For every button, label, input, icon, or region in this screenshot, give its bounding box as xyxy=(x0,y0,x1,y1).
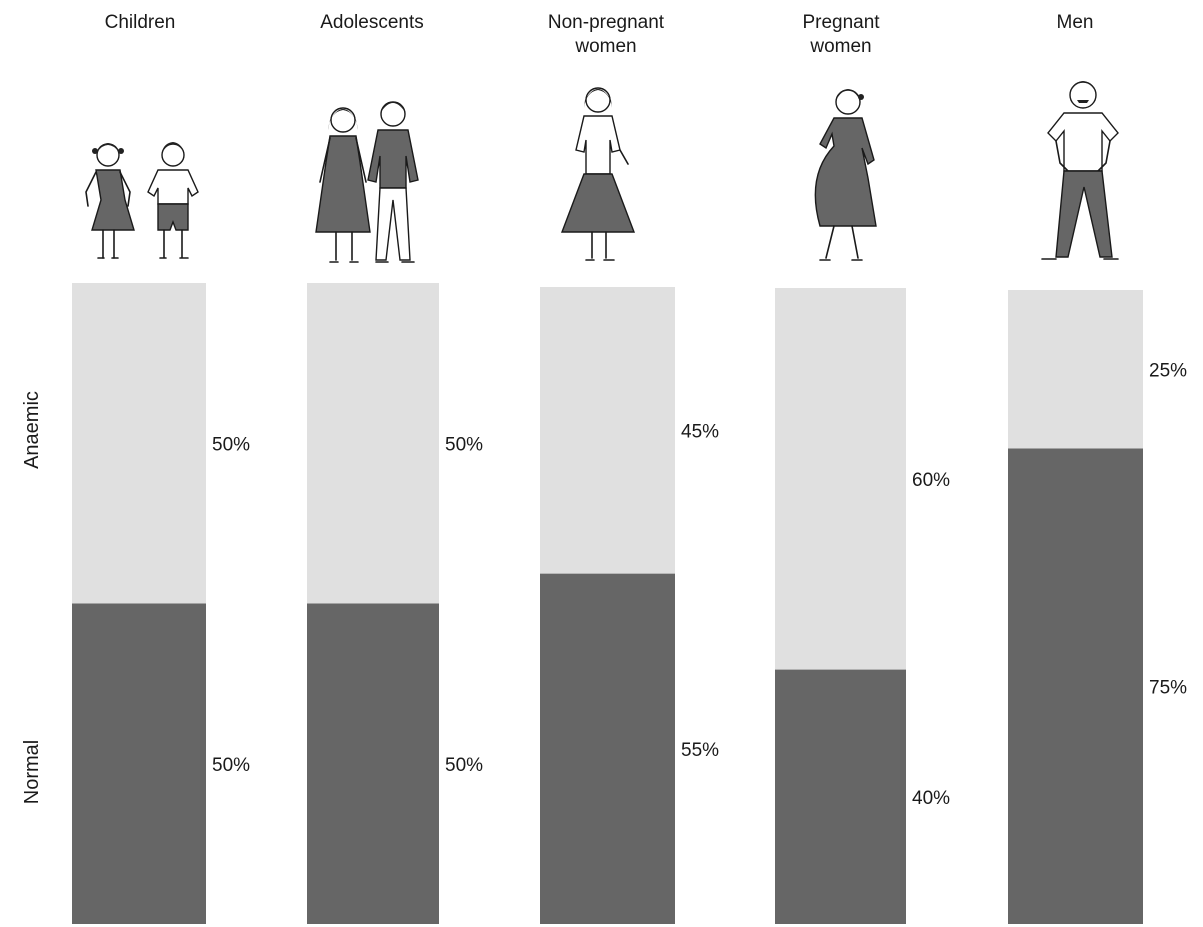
adolescents-normal-value: 50% xyxy=(445,755,483,776)
figures xyxy=(85,81,1119,263)
children-normal-value: 50% xyxy=(212,755,250,776)
non-pregnant-women-normal-bar xyxy=(540,573,675,924)
pregnant-women-anaemic-value: 60% xyxy=(912,470,950,491)
non-pregnant-women-anaemic-value: 45% xyxy=(681,421,719,442)
adolescents-normal-bar xyxy=(307,603,439,924)
pregnant-women-anaemic-bar xyxy=(775,288,906,670)
children-anaemic-bar xyxy=(72,283,206,604)
non-pregnant-women-normal-value: 55% xyxy=(681,740,719,761)
stacked-bars xyxy=(72,283,1143,924)
man-icon xyxy=(1041,81,1119,260)
woman-icon xyxy=(560,87,636,261)
children-category-label: Children xyxy=(105,12,176,33)
non-pregnant-women-anaemic-bar xyxy=(540,287,675,574)
men-normal-value: 75% xyxy=(1149,677,1187,698)
row-labels: Anaemic Normal xyxy=(21,391,43,804)
adolescents-anaemic-value: 50% xyxy=(445,434,483,455)
men-anaemic-value: 25% xyxy=(1149,360,1187,381)
pregnant-women-category-label: Pregnant women xyxy=(802,12,880,57)
pregnant-women-normal-bar xyxy=(775,669,906,924)
normal-row-label: Normal xyxy=(21,740,43,804)
percentage-labels: 50% 50% 50% 50% 45% 55% 60% 40% 25% 75% xyxy=(212,360,1187,809)
men-normal-bar xyxy=(1008,448,1143,924)
non-pregnant-women-category-label: Non-pregnant women xyxy=(548,12,665,57)
pregnant-women-normal-value: 40% xyxy=(912,788,950,809)
pregnant-woman-icon xyxy=(814,89,877,261)
adolescents-anaemic-bar xyxy=(307,283,439,604)
children-normal-bar xyxy=(72,603,206,924)
category-labels: Children Adolescents Non-pregnant women Preg… xyxy=(105,12,1094,57)
children-anaemic-value: 50% xyxy=(212,434,250,455)
girl-and-boy-icon xyxy=(85,142,199,259)
men-category-label: Men xyxy=(1057,12,1094,33)
adolescent-girl-and-boy-icon xyxy=(315,101,419,263)
men-anaemic-bar xyxy=(1008,290,1143,449)
anaemic-row-label: Anaemic xyxy=(21,391,43,469)
adolescents-category-label: Adolescents xyxy=(320,12,424,33)
